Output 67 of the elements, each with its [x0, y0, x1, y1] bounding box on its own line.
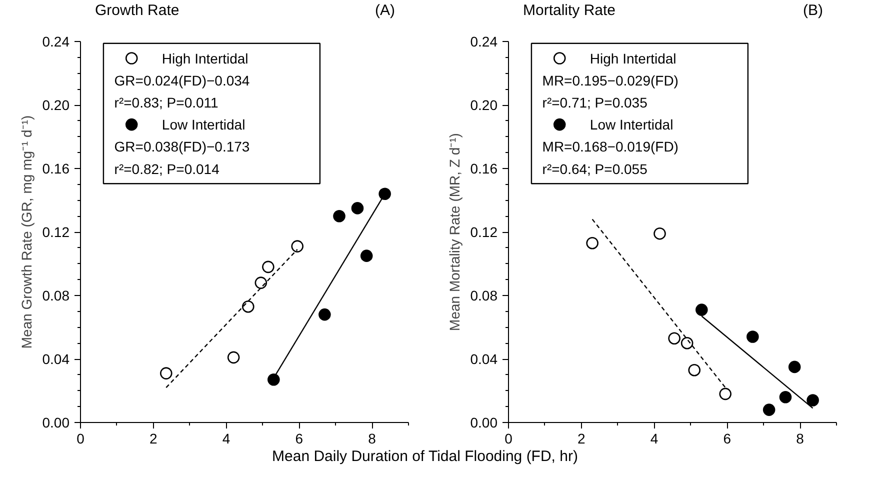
x-tick-label: 4: [222, 430, 230, 446]
x-tick-label: 2: [149, 430, 158, 446]
point: [696, 304, 708, 316]
point: [333, 210, 346, 222]
chart-title: Mortality Rate: [523, 1, 616, 21]
annotation: r²=0.83; P=0.011: [114, 94, 219, 110]
annotation: r²=0.71; P=0.035: [542, 94, 648, 110]
chart-subtitle: (A): [375, 1, 395, 21]
y-tick-label: 0.04: [470, 351, 498, 367]
y-tick-label: 0.04: [42, 351, 70, 367]
y-tick-label: 0.00: [470, 414, 498, 430]
point: [680, 336, 694, 350]
x-tick-label: 0: [76, 430, 85, 446]
y-tick-label: 0.20: [470, 97, 498, 113]
point: [688, 364, 701, 376]
x-tick-label: 0: [504, 430, 513, 446]
y-tick-label: 0.24: [470, 34, 498, 50]
x-tick-label: 8: [368, 430, 376, 446]
point: [668, 332, 680, 344]
point: [227, 351, 240, 364]
legend-label: High Intertidal: [162, 50, 248, 66]
y-tick-label: 0.08: [42, 288, 70, 304]
annotation: GR=0.024(FD)−0.034: [114, 72, 250, 88]
y-tick-label: 0.16: [470, 160, 498, 176]
annotation: r²=0.64; P=0.055: [542, 160, 648, 177]
point: [654, 227, 666, 240]
x-tick-label: 8: [796, 430, 804, 446]
point: [719, 388, 732, 400]
x-axis-title: Mean Daily Duration of Tidal Flooding (FD, hr): [271, 447, 579, 467]
x-tick-label: 6: [723, 430, 732, 446]
legend-label: Low Intertidal: [590, 116, 674, 133]
y-tick-label: 0.20: [42, 97, 70, 113]
point: [262, 260, 274, 274]
point: [378, 188, 391, 200]
point: [779, 390, 792, 404]
chart-title: Growth Rate: [95, 1, 180, 21]
point: [242, 300, 254, 313]
legend-label: High Intertidal: [590, 50, 676, 66]
point: [762, 404, 776, 416]
annotation: r²=0.82; P=0.014: [114, 160, 220, 177]
chart-subtitle: (B): [803, 1, 823, 21]
x-tick-label: 4: [650, 430, 658, 446]
annotation: MR=0.195−0.029(FD): [542, 72, 678, 88]
point: [788, 360, 801, 374]
y-tick-label: 0.12: [42, 224, 70, 240]
legend-label: Low Intertidal: [162, 116, 246, 133]
point: [351, 202, 364, 214]
y-axis-title: Mean Growth Rate (GR, mg mg⁻¹ d⁻¹): [18, 115, 34, 349]
y-tick-label: 0.00: [42, 414, 70, 430]
x-tick-label: 2: [577, 430, 586, 446]
y-tick-label: 0.08: [470, 288, 498, 304]
point: [806, 394, 819, 406]
point: [586, 236, 598, 250]
point: [318, 308, 331, 321]
annotation: MR=0.168−0.019(FD): [542, 138, 678, 155]
point: [291, 240, 304, 252]
x-tick-label: 6: [295, 430, 304, 446]
point: [268, 374, 280, 386]
y-axis-title: Mean Mortality Rate (MR, Z d⁻¹): [446, 133, 462, 331]
y-tick-label: 0.12: [470, 224, 498, 240]
y-tick-label: 0.24: [42, 34, 70, 50]
point: [160, 367, 172, 380]
annotation: GR=0.038(FD)−0.173: [114, 138, 250, 155]
point: [360, 250, 373, 262]
point: [254, 276, 268, 289]
point: [746, 330, 759, 343]
y-tick-label: 0.16: [42, 160, 70, 176]
